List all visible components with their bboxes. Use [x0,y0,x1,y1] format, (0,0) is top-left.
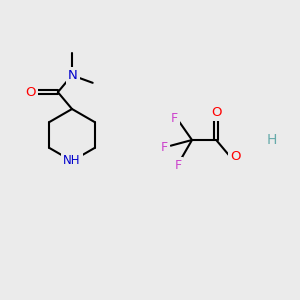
Text: O: O [26,85,36,99]
Text: F: F [174,159,182,172]
Text: NH: NH [63,154,81,167]
Text: H: H [267,133,277,147]
Text: O: O [230,150,241,164]
Text: N: N [68,69,78,82]
Text: F: F [161,141,168,154]
Text: O: O [211,106,221,119]
Text: F: F [171,112,178,125]
